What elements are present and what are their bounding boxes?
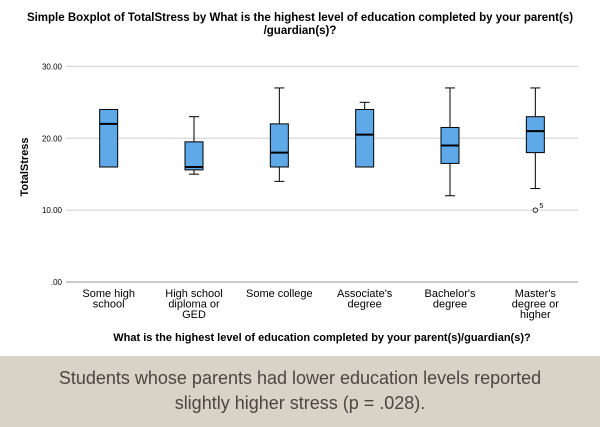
x-tick-label: Master's degree or higher bbox=[512, 288, 559, 321]
box bbox=[184, 141, 204, 171]
box bbox=[99, 109, 119, 168]
x-tick-label: High school diploma or GED bbox=[165, 288, 222, 321]
x-tick-label: Some college bbox=[246, 288, 313, 300]
y-axis-title: TotalStress bbox=[19, 137, 31, 196]
box bbox=[525, 116, 545, 154]
chart-title: Simple Boxplot of TotalStress by What is… bbox=[26, 12, 574, 37]
x-axis-title: What is the highest level of education c… bbox=[113, 332, 531, 344]
grid-layer bbox=[66, 65, 578, 283]
box-layer bbox=[99, 87, 545, 213]
caption: Students whose parents had lower educati… bbox=[58, 368, 542, 413]
x-tick-label: Associate's degree bbox=[337, 288, 393, 311]
y-tick-label: 30.00 bbox=[42, 62, 63, 71]
label-layer: .00 10.00 20.00 30.00 Some high school High sc… bbox=[42, 62, 559, 321]
boxplot-chart: .00 10.00 20.00 30.00 Some high school High sc… bbox=[19, 62, 578, 344]
box bbox=[269, 123, 289, 168]
y-tick-label: 20.00 bbox=[42, 134, 63, 143]
x-tick-label: Some high school bbox=[82, 288, 135, 311]
x-tick-label: Bachelor's degree bbox=[424, 288, 476, 311]
y-tick-label: 10.00 bbox=[42, 206, 63, 215]
box bbox=[355, 109, 375, 168]
caption-panel: Students whose parents had lower educati… bbox=[0, 356, 600, 427]
y-tick-label: .00 bbox=[51, 278, 63, 287]
outlier-label: 5 bbox=[539, 203, 543, 210]
outlier-point bbox=[532, 207, 538, 213]
chart-panel: Simple Boxplot of TotalStress by What is… bbox=[19, 12, 578, 344]
